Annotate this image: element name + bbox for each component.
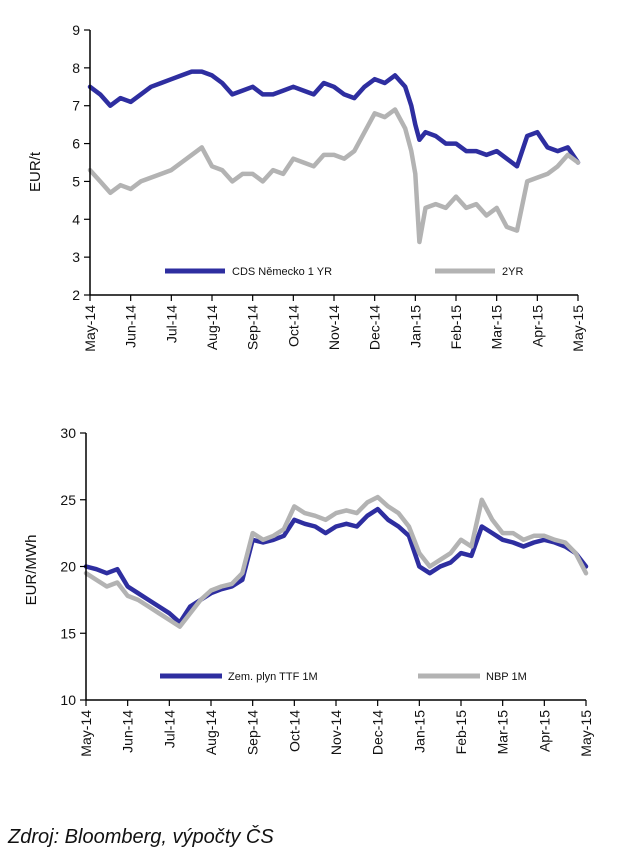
y-tick-label: 30 bbox=[60, 425, 76, 441]
chart-natural-gas: 10 15 20 25 30 May-14 Jun-14 Jul-14 Aug-14 Sep-14… bbox=[23, 425, 594, 757]
y-tick-label: 3 bbox=[72, 249, 80, 265]
x-tick-label: Jul-14 bbox=[161, 710, 177, 748]
y-axis-label: EUR/MWh bbox=[23, 535, 40, 606]
y-tick-label: 4 bbox=[72, 211, 80, 227]
chart-cds-germany: 2 3 4 5 6 7 8 9 May-14 Jun-14 Jul-14 Aug-14 Sep-14 Oc… bbox=[27, 22, 586, 352]
x-tick-label: Oct-14 bbox=[286, 710, 302, 752]
x-tick-label: Aug-14 bbox=[204, 305, 220, 350]
x-tick-label: Sep-14 bbox=[245, 710, 261, 755]
x-tick-label: Dec-14 bbox=[370, 710, 386, 755]
x-tick-label: Apr-15 bbox=[529, 305, 545, 347]
y-axis-label: EUR/t bbox=[27, 151, 44, 192]
x-tick-label: Jan-15 bbox=[411, 710, 427, 753]
x-tick-label: May-14 bbox=[78, 710, 94, 757]
x-tick-label: Mar-15 bbox=[495, 710, 511, 755]
x-tick-label: Aug-14 bbox=[203, 710, 219, 755]
series-line-primary bbox=[87, 69, 581, 169]
x-tick-label: Nov-14 bbox=[326, 305, 342, 350]
x-tick-label: Mar-15 bbox=[489, 305, 505, 350]
legend-label: Zem. plyn TTF 1M bbox=[228, 671, 318, 683]
x-tick-label: May-15 bbox=[570, 305, 586, 352]
x-tick-label: Jun-14 bbox=[123, 305, 139, 348]
y-tick-label: 10 bbox=[60, 692, 76, 708]
y-tick-label: 5 bbox=[72, 173, 80, 189]
series-line-secondary bbox=[87, 107, 581, 245]
y-tick-label: 15 bbox=[60, 625, 76, 641]
y-tick-label: 6 bbox=[72, 136, 80, 152]
y-tick-label: 8 bbox=[72, 60, 80, 76]
x-tick-label: Oct-14 bbox=[285, 305, 301, 347]
y-tick-label: 25 bbox=[60, 492, 76, 508]
x-tick-label: Feb-15 bbox=[453, 710, 469, 755]
x-tick-label: Apr-15 bbox=[536, 710, 552, 752]
legend-label: CDS Německo 1 YR bbox=[232, 266, 332, 278]
x-tick-label: Jan-15 bbox=[407, 305, 423, 348]
x-tick-label: Jul-14 bbox=[163, 305, 179, 343]
legend-label: 2YR bbox=[502, 266, 523, 278]
x-tick-label: May-14 bbox=[82, 305, 98, 352]
x-tick-label: Sep-14 bbox=[245, 305, 261, 350]
legend-label: NBP 1M bbox=[486, 671, 527, 683]
x-tick-label: Feb-15 bbox=[448, 305, 464, 350]
x-tick-label: May-15 bbox=[578, 710, 594, 757]
y-tick-label: 7 bbox=[72, 98, 80, 114]
y-tick-label: 2 bbox=[72, 287, 80, 303]
series-line-primary bbox=[83, 506, 589, 625]
series-line-secondary bbox=[83, 494, 589, 629]
y-tick-label: 20 bbox=[60, 559, 76, 575]
x-tick-label: Dec-14 bbox=[367, 305, 383, 350]
x-tick-label: Nov-14 bbox=[328, 710, 344, 755]
source-note: Zdroj: Bloomberg, výpočty ČS bbox=[8, 826, 274, 848]
y-tick-label: 9 bbox=[72, 22, 80, 38]
x-tick-label: Jun-14 bbox=[120, 710, 136, 753]
